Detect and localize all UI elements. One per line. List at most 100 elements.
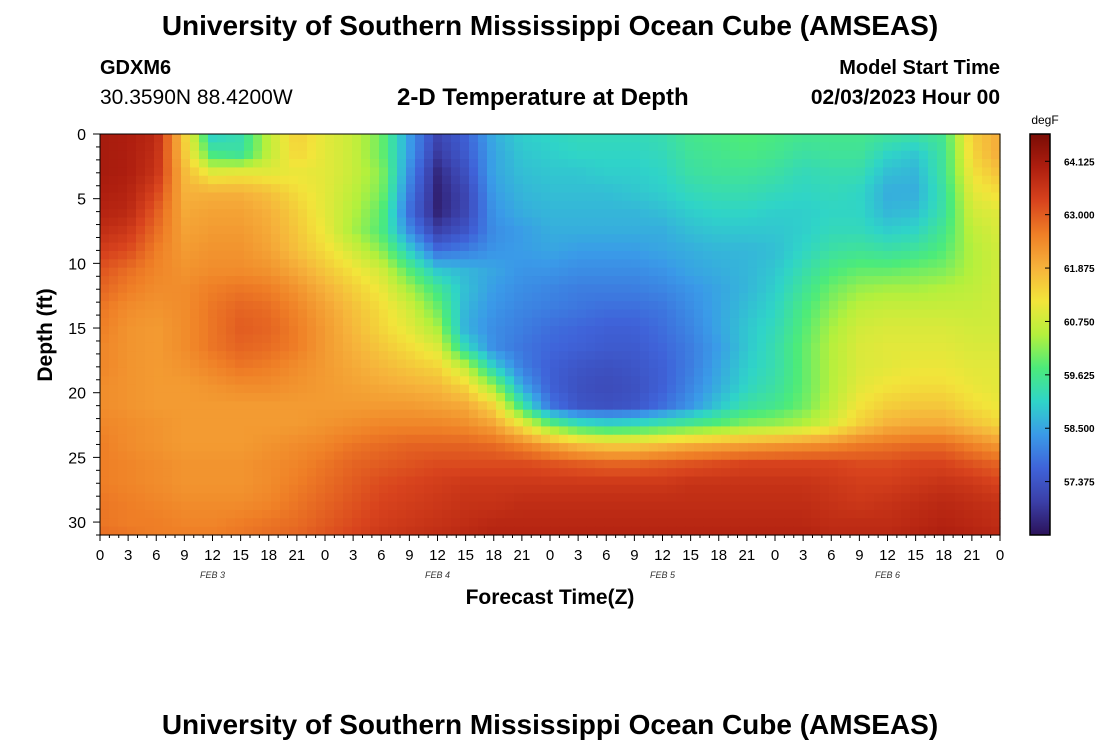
heatmap-cell: [622, 134, 632, 143]
heatmap-cell: [109, 326, 119, 336]
heatmap-cell: [973, 342, 983, 352]
heatmap-cell: [730, 376, 740, 386]
heatmap-cell: [334, 200, 344, 210]
heatmap-cell: [631, 401, 641, 411]
heatmap-cell: [550, 276, 560, 285]
heatmap-cell: [541, 309, 551, 319]
heatmap-cell: [451, 359, 461, 369]
heatmap-cell: [217, 250, 227, 260]
heatmap-cell: [442, 225, 452, 235]
heatmap-cell: [658, 192, 668, 202]
heatmap-cell: [973, 167, 983, 177]
heatmap-cell: [748, 509, 758, 519]
heatmap-cell: [361, 376, 371, 386]
heatmap-cell: [253, 209, 263, 219]
heatmap-cell: [874, 150, 884, 160]
heatmap-cell: [145, 309, 155, 319]
heatmap-cell: [721, 367, 731, 377]
heatmap-cell: [613, 518, 623, 528]
heatmap-cell: [613, 376, 623, 386]
heatmap-cell: [163, 134, 173, 143]
heatmap-cell: [973, 384, 983, 394]
heatmap-cell: [964, 484, 974, 494]
heatmap-cell: [928, 468, 938, 478]
heatmap-cell: [694, 509, 704, 519]
heatmap-cell: [937, 443, 947, 453]
heatmap-cell: [595, 384, 605, 394]
heatmap-cell: [550, 501, 560, 511]
heatmap-cell: [793, 184, 803, 194]
heatmap-cell: [730, 184, 740, 194]
heatmap-cell: [901, 518, 911, 528]
heatmap-cell: [622, 443, 632, 453]
heatmap-cell: [748, 175, 758, 185]
heatmap-cell: [568, 418, 578, 427]
heatmap-cell: [280, 209, 290, 219]
heatmap-cell: [163, 501, 173, 511]
heatmap-cell: [226, 468, 236, 478]
heatmap-cell: [118, 451, 128, 461]
heatmap-cell: [415, 309, 425, 319]
heatmap-cell: [568, 267, 578, 277]
heatmap-cell: [901, 150, 911, 160]
heatmap-cell: [325, 309, 335, 319]
heatmap-cell: [487, 451, 497, 461]
heatmap-cell: [460, 409, 470, 419]
heatmap-cell: [820, 326, 830, 336]
heatmap-cell: [262, 509, 272, 519]
heatmap-cell: [208, 134, 218, 143]
heatmap-cell: [370, 418, 380, 427]
heatmap-cell: [991, 284, 1001, 294]
heatmap-cell: [100, 484, 110, 494]
heatmap-cell: [559, 276, 569, 285]
heatmap-cell: [406, 142, 416, 152]
heatmap-cell: [757, 326, 767, 336]
heatmap-cell: [478, 409, 488, 419]
heatmap-cell: [811, 250, 821, 260]
heatmap-cell: [568, 401, 578, 411]
heatmap-cell: [541, 426, 551, 436]
heatmap-cell: [199, 317, 209, 327]
heatmap-cell: [469, 409, 479, 419]
heatmap-cell: [658, 401, 668, 411]
heatmap-cell: [379, 326, 389, 336]
heatmap-cell: [595, 334, 605, 344]
heatmap-cell: [892, 359, 902, 369]
heatmap-cell: [262, 418, 272, 427]
heatmap-cell: [793, 250, 803, 260]
heatmap-cell: [748, 242, 758, 252]
heatmap-cell: [199, 284, 209, 294]
heatmap-cell: [109, 484, 119, 494]
heatmap-cell: [676, 276, 686, 285]
heatmap-cell: [838, 334, 848, 344]
heatmap-cell: [829, 267, 839, 277]
heatmap-cell: [910, 409, 920, 419]
heatmap-cell: [523, 384, 533, 394]
heatmap-cell: [946, 401, 956, 411]
heatmap-cell: [802, 484, 812, 494]
heatmap-cell: [451, 134, 461, 143]
heatmap-cell: [694, 459, 704, 469]
heatmap-cell: [649, 401, 659, 411]
heatmap-cell: [478, 518, 488, 528]
heatmap-cell: [244, 217, 254, 227]
heatmap-cell: [856, 384, 866, 394]
heatmap-cell: [676, 217, 686, 227]
heatmap-cell: [955, 468, 965, 478]
heatmap-cell: [847, 250, 857, 260]
heatmap-cell: [685, 317, 695, 327]
heatmap-cell: [532, 334, 542, 344]
heatmap-cell: [991, 200, 1001, 210]
heatmap-cell: [793, 351, 803, 361]
heatmap-cell: [424, 493, 434, 503]
heatmap-cell: [757, 134, 767, 143]
heatmap-cell: [919, 501, 929, 511]
heatmap-cell: [784, 476, 794, 486]
heatmap-cell: [181, 175, 191, 185]
heatmap-cell: [622, 484, 632, 494]
heatmap-cell: [676, 518, 686, 528]
heatmap-cell: [811, 184, 821, 194]
heatmap-cell: [919, 284, 929, 294]
heatmap-cell: [676, 259, 686, 269]
heatmap-cell: [820, 518, 830, 528]
